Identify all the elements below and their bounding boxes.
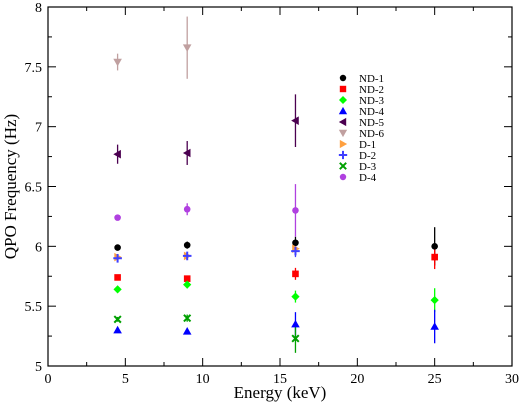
legend-label-nd-3: ND-3 — [359, 95, 385, 107]
data-point-nd-3 — [291, 292, 300, 301]
data-point-nd-4 — [291, 319, 300, 328]
legend-marker-d-1 — [339, 139, 348, 149]
data-point-nd-6 — [182, 44, 192, 52]
legend-marker-d-2 — [338, 150, 348, 160]
data-point-d-3 — [113, 315, 122, 324]
y-tick-label: 7.5 — [25, 61, 43, 76]
data-point-d-4 — [114, 214, 121, 221]
legend-marker-nd-6 — [338, 129, 348, 138]
legend-marker-nd-2 — [339, 85, 347, 93]
data-point-nd-2 — [183, 275, 191, 282]
legend-label-nd-5: ND-5 — [359, 117, 385, 129]
data-point-nd-1 — [431, 243, 438, 250]
x-tick-label: 5 — [122, 372, 129, 387]
legend: ND-1ND-2ND-3ND-4ND-5ND-6D-1D-2D-3D-4 — [338, 73, 385, 184]
data-markers — [113, 44, 439, 343]
y-axis-label: QPO Frequency (Hz) — [1, 114, 20, 259]
legend-label-d-2: D-2 — [359, 150, 376, 162]
data-point-nd-4 — [430, 322, 439, 330]
data-point-nd-1 — [114, 244, 121, 251]
data-point-nd-4 — [182, 327, 192, 335]
legend-label-nd-1: ND-1 — [359, 73, 384, 85]
data-point-nd-3 — [430, 296, 439, 305]
x-tick-label: 15 — [273, 372, 287, 387]
legend-marker-nd-1 — [339, 74, 347, 82]
data-point-nd-5 — [113, 149, 121, 159]
data-point-d-2 — [182, 251, 192, 261]
y-tick-label: 7 — [35, 121, 42, 136]
legend-marker-nd-4 — [338, 106, 348, 115]
x-tick-label: 25 — [428, 372, 442, 387]
data-point-nd-1 — [292, 239, 299, 247]
legend-marker-d-4 — [339, 173, 347, 181]
legend-marker-nd-3 — [339, 96, 347, 104]
legend-label-d-4: D-4 — [359, 172, 377, 184]
data-point-nd-6 — [113, 58, 122, 67]
legend-label-nd-6: ND-6 — [359, 128, 385, 140]
y-tick-label: 6.5 — [25, 181, 43, 196]
y-tick-label: 8 — [35, 1, 42, 16]
x-tick-label: 0 — [45, 372, 52, 387]
x-tick-label: 30 — [505, 372, 519, 387]
x-axis-label: Energy (keV) — [234, 383, 327, 402]
data-point-nd-1 — [183, 241, 191, 249]
error-bars — [116, 16, 436, 353]
data-point-nd-2 — [431, 253, 438, 261]
data-point-nd-2 — [114, 274, 121, 281]
data-point-nd-4 — [113, 325, 122, 334]
y-tick-label: 5.5 — [25, 300, 43, 315]
data-point-nd-2 — [292, 270, 299, 278]
legend-label-nd-2: ND-2 — [359, 84, 384, 96]
data-point-d-2 — [113, 254, 122, 263]
legend-label-d-3: D-3 — [359, 161, 377, 173]
data-point-d-4 — [292, 207, 299, 214]
legend-label-nd-4: ND-4 — [359, 106, 385, 118]
x-tick-label: 10 — [196, 372, 210, 387]
data-point-nd-5 — [291, 116, 299, 125]
y-tick-label: 5 — [35, 360, 42, 375]
y-tick-label: 6 — [35, 240, 42, 255]
data-point-d-2 — [291, 246, 300, 256]
legend-label-d-1: D-1 — [359, 139, 376, 151]
data-point-nd-3 — [183, 280, 192, 289]
data-point-nd-3 — [113, 285, 122, 294]
legend-marker-d-3 — [339, 162, 347, 170]
data-point-d-3 — [291, 334, 300, 343]
data-point-nd-5 — [182, 148, 191, 158]
x-tick-label: 20 — [350, 372, 364, 387]
data-point-d-3 — [183, 314, 192, 323]
data-point-d-4 — [183, 205, 191, 213]
legend-marker-nd-5 — [338, 117, 347, 127]
